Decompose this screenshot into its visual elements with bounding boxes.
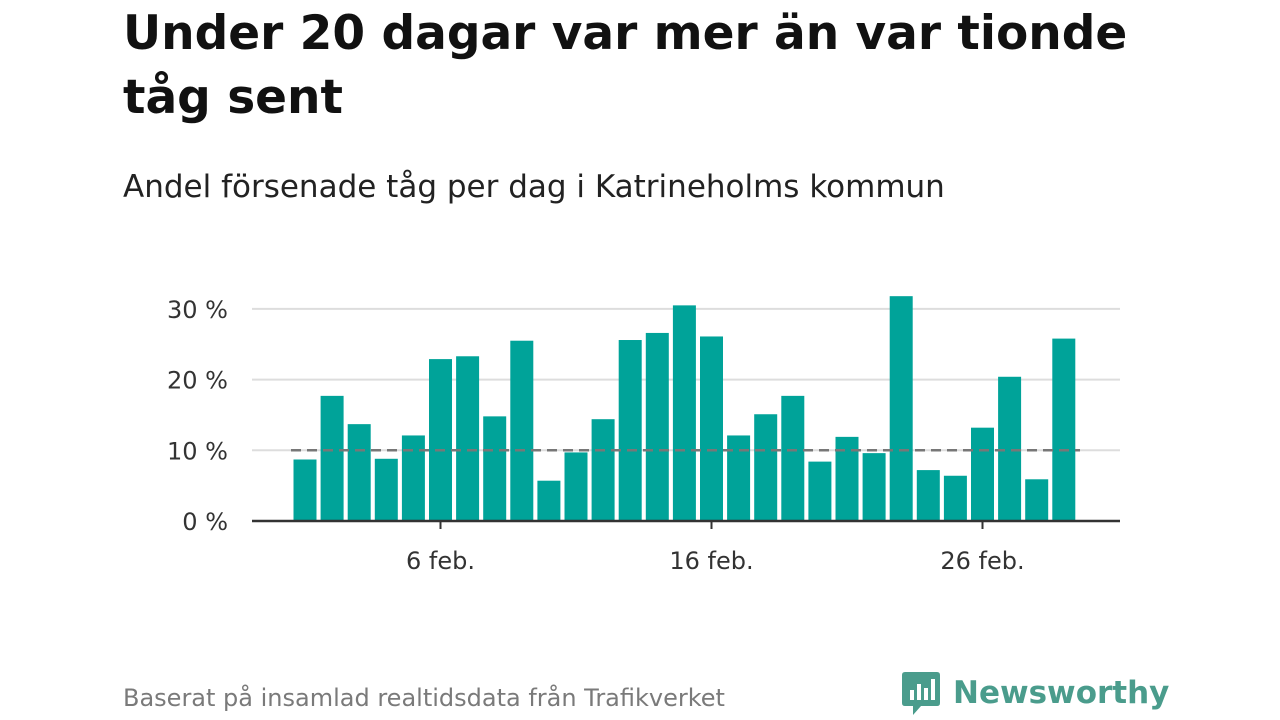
bar (754, 414, 778, 521)
bar (781, 395, 805, 521)
y-tick-label: 30 % (167, 296, 228, 324)
bar (618, 340, 642, 521)
bar (808, 461, 832, 521)
y-tick-label: 10 % (167, 437, 228, 465)
bar (835, 436, 859, 521)
bar (456, 356, 480, 521)
bar (429, 359, 452, 521)
x-tick-label: 26 feb. (940, 547, 1024, 575)
bar (916, 470, 940, 521)
bar (862, 453, 886, 521)
bar (943, 475, 967, 521)
newsworthy-logo-icon (902, 672, 940, 715)
bar-chart: 0 % 10 % 20 % 30 % 6 feb. 16 feb. 26 feb. (167, 296, 1120, 575)
bar (998, 376, 1022, 521)
bar (564, 452, 588, 521)
newsworthy-logo-text: Newsworthy (953, 675, 1170, 711)
chart-title: Under 20 dagar var mer än var tionde tåg… (123, 6, 1128, 125)
bar (645, 332, 669, 521)
y-tick-label: 0 % (182, 508, 228, 536)
bar (591, 419, 615, 521)
bar (347, 424, 371, 521)
bar (374, 458, 398, 521)
chart-subtitle: Andel försenade tåg per dag i Katrinehol… (123, 169, 945, 205)
x-tick-label: 6 feb. (406, 547, 475, 575)
bar (537, 480, 561, 521)
bar (483, 416, 507, 521)
bar (510, 340, 534, 521)
y-tick-label: 20 % (167, 367, 228, 395)
bar (700, 336, 723, 521)
bar (320, 395, 344, 521)
bar (672, 305, 696, 521)
bar (401, 435, 425, 521)
bar (727, 435, 751, 521)
bar (889, 296, 913, 521)
bar (971, 427, 994, 521)
x-tick-label: 16 feb. (669, 547, 753, 575)
bar (293, 459, 317, 521)
bar (1052, 338, 1076, 521)
source-note: Baserat på insamlad realtidsdata från Tr… (123, 684, 725, 712)
bar (1025, 479, 1049, 521)
newsworthy-logo: Newsworthy (901, 670, 1169, 716)
